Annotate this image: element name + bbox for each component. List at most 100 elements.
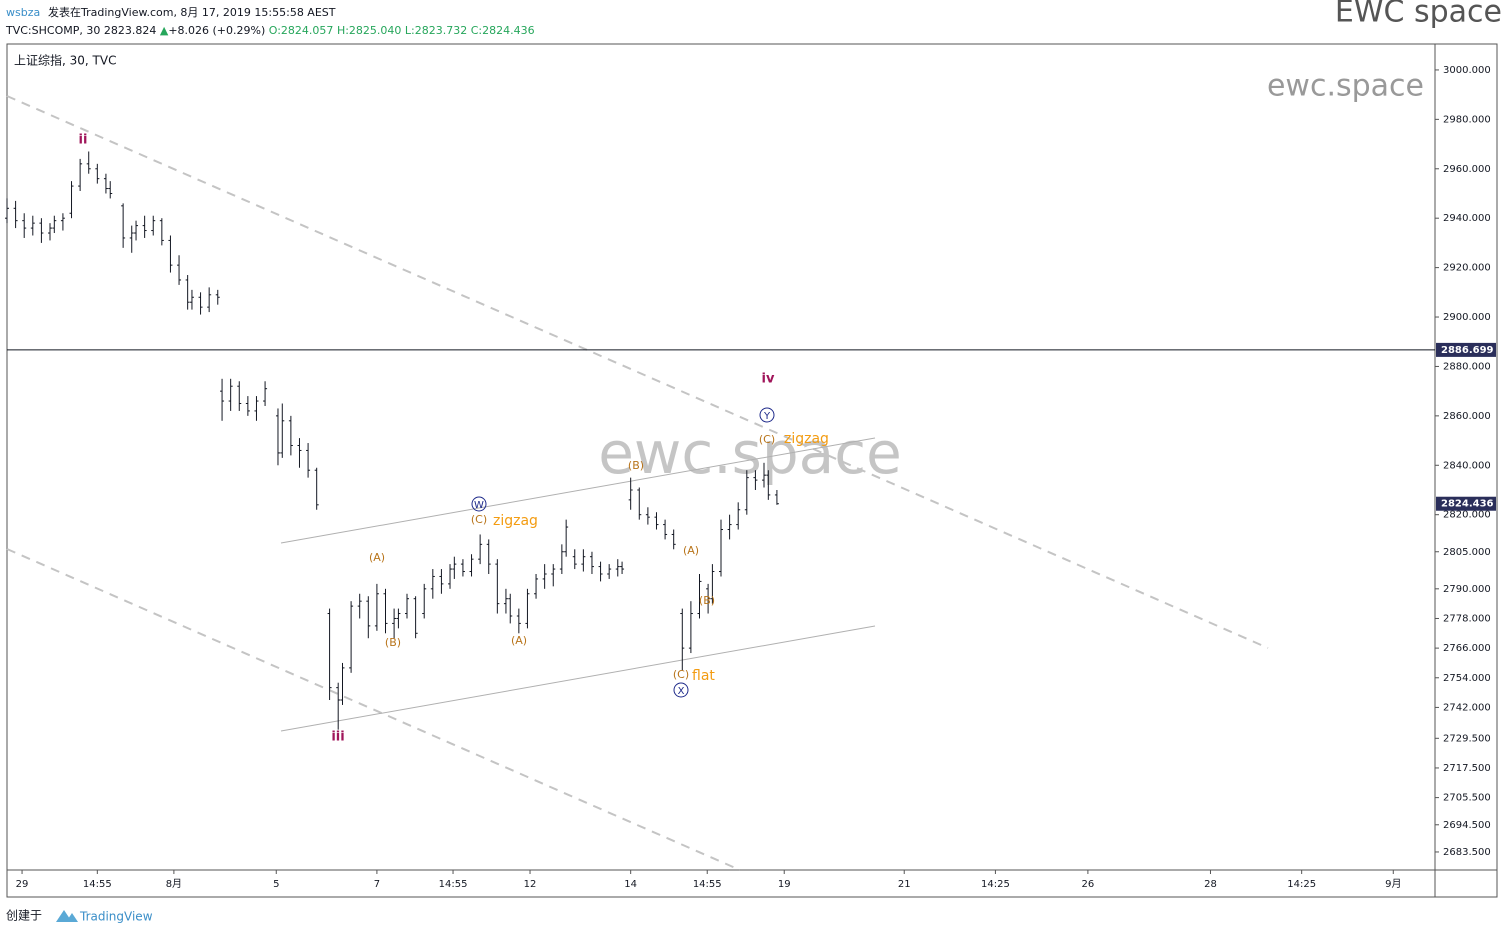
brand: EWC space — [1335, 0, 1502, 30]
ohlc-bar — [706, 583, 711, 614]
x-tick-label: 8月 — [166, 878, 182, 890]
x-tick-label: 14 — [624, 879, 637, 890]
ohlc-bar — [288, 415, 293, 456]
ohlc-bar — [680, 608, 685, 671]
ohlc-bar — [215, 289, 220, 305]
ohlc-bar — [430, 569, 435, 599]
pane-title: 上证综指, 30, TVC — [14, 53, 116, 68]
ohlc-bar — [69, 181, 74, 219]
ohlc-bar — [5, 198, 9, 224]
wave-label: iii — [331, 730, 344, 745]
wave-label: (A) — [683, 544, 699, 557]
ohlc-bar — [39, 218, 44, 243]
ohlc-bar — [516, 608, 521, 634]
ohlc-bar — [263, 381, 268, 406]
pattern-label: zigzag — [493, 513, 538, 529]
ohlc-bar — [615, 559, 620, 577]
wave-label: Y — [763, 411, 771, 422]
x-tick-label: 14:25 — [1287, 879, 1316, 890]
ohlc-bar — [671, 529, 676, 550]
ohlc: C:2824.436 — [471, 24, 535, 37]
ohlc-bar — [121, 203, 126, 248]
ohlc-bar — [422, 583, 427, 619]
x-tick-label: 12 — [524, 879, 537, 890]
price-tag — [1436, 496, 1496, 511]
ohlc-bar — [392, 608, 397, 639]
ohlc-bar — [589, 551, 594, 574]
ohlc-bar — [220, 378, 225, 421]
ohlc-bar — [534, 573, 539, 599]
x-tick-label: 5 — [273, 879, 279, 890]
ohlc-bar — [22, 213, 27, 238]
wave-label: ii — [79, 133, 88, 148]
ohlc-bar — [108, 181, 113, 199]
ohlc-bar — [86, 151, 91, 174]
ohlc-bar — [710, 564, 715, 604]
ohlc-bar — [78, 158, 83, 192]
y-tick-label: 2729.500 — [1443, 733, 1491, 744]
ohlc-bar — [572, 549, 577, 570]
ohlc-bar — [198, 292, 203, 315]
ohlc-bar — [719, 519, 723, 577]
ohlc-bar — [551, 564, 556, 587]
ohlc-bar — [564, 519, 569, 557]
ohlc-bar — [151, 215, 156, 236]
ohlc-bar — [48, 223, 53, 241]
footer-logo[interactable]: TradingView — [79, 910, 153, 924]
ohlc-bar — [654, 512, 659, 530]
y-tick-label: 2920.000 — [1443, 263, 1491, 274]
ohlc-bar — [228, 378, 233, 411]
ohlc-bar — [559, 544, 564, 574]
y-tick-label: 2766.000 — [1443, 643, 1491, 654]
trend-lines — [6, 95, 1269, 871]
frame — [6, 43, 1498, 898]
y-tick-label: 2683.500 — [1443, 847, 1491, 858]
ohlc-bar — [336, 682, 341, 730]
price-tag — [1436, 342, 1496, 357]
y-tick-label: 2840.000 — [1443, 460, 1491, 471]
ohlc-bar — [727, 514, 732, 540]
ohlc-bar — [366, 596, 371, 639]
wave-label: (A) — [369, 551, 385, 564]
ohlc: O:2824.057 — [269, 24, 334, 37]
ohlc-bar — [245, 396, 250, 416]
logo-icon — [56, 910, 78, 922]
y-tick-label: 2805.000 — [1443, 547, 1491, 558]
ohlc-bar — [357, 593, 362, 619]
ohlc-bar — [452, 556, 457, 579]
wave-label: (B) — [628, 459, 644, 472]
y-tick-label: 2940.000 — [1443, 213, 1491, 224]
ohlc-bar — [598, 561, 603, 582]
x-tick-label: 14:25 — [981, 879, 1010, 890]
x-tick-label: 14:55 — [439, 879, 468, 890]
x-tick-label: 29 — [16, 879, 29, 890]
ohlc-bar — [340, 662, 345, 705]
ohlc-bar — [129, 225, 134, 253]
y-tick-label: 2900.000 — [1443, 312, 1491, 323]
y-tick-label: 2880.000 — [1443, 361, 1491, 372]
ohlc-bar — [478, 534, 483, 565]
ohlc-bar — [349, 601, 354, 673]
ohlc-bar — [383, 588, 388, 634]
wave-label: (A) — [511, 634, 527, 647]
ohlc-bar — [314, 467, 319, 510]
wave-label: iv — [762, 372, 775, 387]
user: wsbza — [6, 6, 40, 19]
price: 2823.824 — [104, 24, 157, 37]
ohlc-bar — [159, 218, 164, 246]
ohlc-bar — [736, 502, 741, 530]
wave-label: W — [474, 500, 484, 511]
ohlc-bar — [396, 608, 401, 629]
ohlc-bar — [142, 215, 147, 238]
x-tick-label: 21 — [898, 879, 911, 890]
ohlc-bar — [52, 215, 57, 234]
wave-label: (C) — [759, 433, 775, 446]
ohlc-bar — [688, 601, 693, 654]
wave-circles — [471, 407, 775, 698]
y-tick-label: 2820.000 — [1443, 510, 1491, 521]
y-tick-label: 2742.000 — [1443, 702, 1491, 713]
y-tick-label: 2860.000 — [1443, 411, 1491, 422]
price-tag-label: 2886.699 — [1441, 345, 1494, 356]
ohlc-bar — [306, 443, 311, 478]
ohlc-bar — [177, 255, 182, 285]
